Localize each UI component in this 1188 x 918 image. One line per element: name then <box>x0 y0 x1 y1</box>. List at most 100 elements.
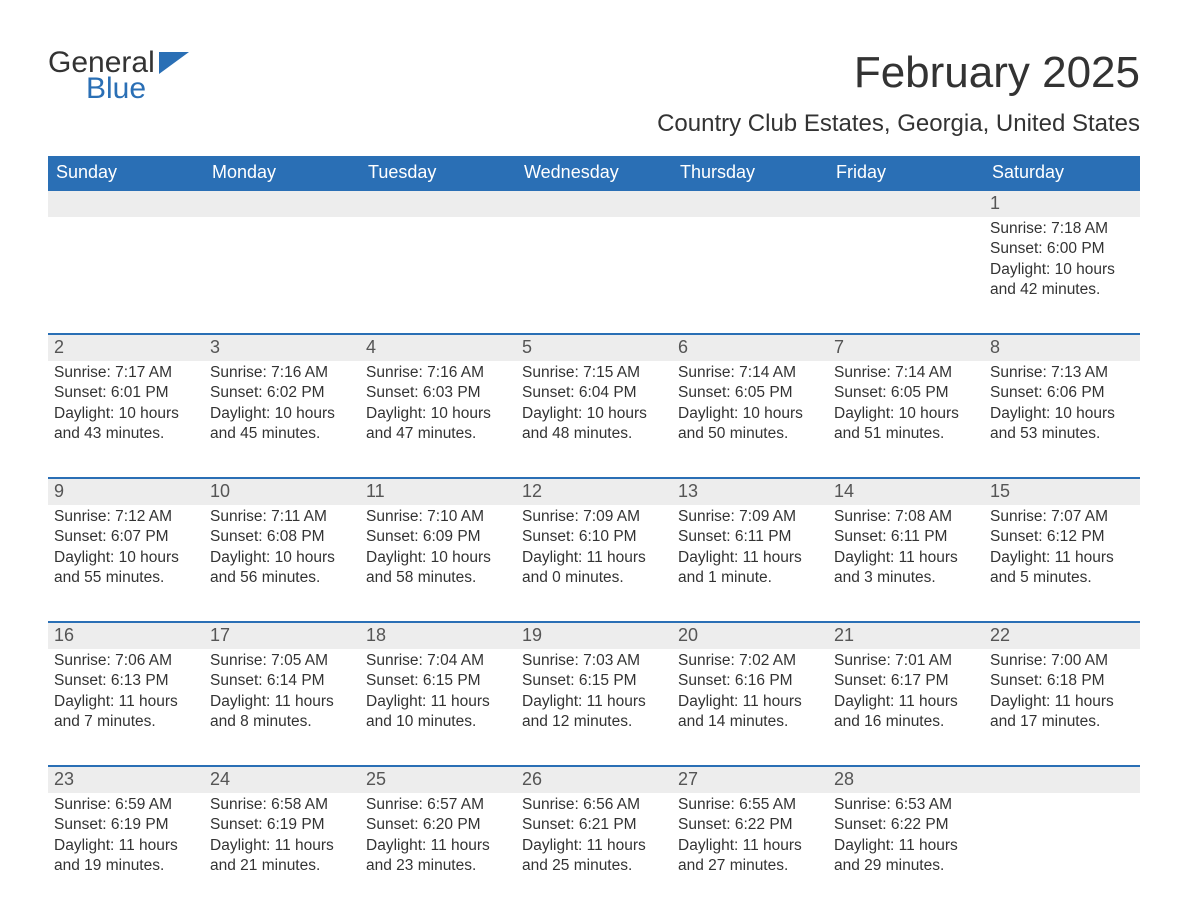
sunset-line: Sunset: 6:20 PM <box>366 815 510 835</box>
daylight-line: Daylight: 11 hours and 0 minutes. <box>522 548 666 589</box>
sunrise-line: Sunrise: 6:56 AM <box>522 795 666 815</box>
sunset-line: Sunset: 6:14 PM <box>210 671 354 691</box>
day-number: 3 <box>204 335 360 361</box>
sunrise-line: Sunrise: 6:53 AM <box>834 795 978 815</box>
calendar: SundayMondayTuesdayWednesdayThursdayFrid… <box>48 156 1140 891</box>
day-number: 18 <box>360 623 516 649</box>
week-spacer <box>48 603 1140 621</box>
day-number <box>984 767 1140 793</box>
day-number: 12 <box>516 479 672 505</box>
day-number-row: 16171819202122 <box>48 621 1140 649</box>
day-number: 4 <box>360 335 516 361</box>
sunset-line: Sunset: 6:19 PM <box>210 815 354 835</box>
day-body-row: Sunrise: 7:12 AMSunset: 6:07 PMDaylight:… <box>48 505 1140 603</box>
sunrise-line: Sunrise: 7:14 AM <box>678 363 822 383</box>
daylight-line: Daylight: 11 hours and 10 minutes. <box>366 692 510 733</box>
week-spacer <box>48 459 1140 477</box>
sunset-line: Sunset: 6:11 PM <box>834 527 978 547</box>
day-cell <box>48 217 204 315</box>
daylight-line: Daylight: 10 hours and 51 minutes. <box>834 404 978 445</box>
day-number: 6 <box>672 335 828 361</box>
sunrise-line: Sunrise: 7:11 AM <box>210 507 354 527</box>
sunrise-line: Sunrise: 7:00 AM <box>990 651 1134 671</box>
sunset-line: Sunset: 6:17 PM <box>834 671 978 691</box>
flag-icon <box>159 52 189 74</box>
day-cell: Sunrise: 7:12 AMSunset: 6:07 PMDaylight:… <box>48 505 204 603</box>
day-number <box>672 191 828 217</box>
day-cell: Sunrise: 6:58 AMSunset: 6:19 PMDaylight:… <box>204 793 360 891</box>
logo-blue: Blue <box>86 74 155 104</box>
day-cell <box>516 217 672 315</box>
day-number-row: 232425262728 <box>48 765 1140 793</box>
sunset-line: Sunset: 6:22 PM <box>678 815 822 835</box>
day-cell: Sunrise: 7:09 AMSunset: 6:10 PMDaylight:… <box>516 505 672 603</box>
page-subtitle: Country Club Estates, Georgia, United St… <box>48 110 1140 138</box>
sunset-line: Sunset: 6:13 PM <box>54 671 198 691</box>
daylight-line: Daylight: 11 hours and 27 minutes. <box>678 836 822 877</box>
day-cell: Sunrise: 7:04 AMSunset: 6:15 PMDaylight:… <box>360 649 516 747</box>
day-cell: Sunrise: 7:01 AMSunset: 6:17 PMDaylight:… <box>828 649 984 747</box>
day-number <box>828 191 984 217</box>
day-number-row: 9101112131415 <box>48 477 1140 505</box>
daylight-line: Daylight: 11 hours and 1 minute. <box>678 548 822 589</box>
day-cell: Sunrise: 7:08 AMSunset: 6:11 PMDaylight:… <box>828 505 984 603</box>
day-cell: Sunrise: 7:03 AMSunset: 6:15 PMDaylight:… <box>516 649 672 747</box>
sunrise-line: Sunrise: 7:07 AM <box>990 507 1134 527</box>
day-cell: Sunrise: 7:07 AMSunset: 6:12 PMDaylight:… <box>984 505 1140 603</box>
daylight-line: Daylight: 11 hours and 7 minutes. <box>54 692 198 733</box>
day-cell <box>360 217 516 315</box>
sunrise-line: Sunrise: 7:12 AM <box>54 507 198 527</box>
day-cell: Sunrise: 7:17 AMSunset: 6:01 PMDaylight:… <box>48 361 204 459</box>
day-cell: Sunrise: 7:10 AMSunset: 6:09 PMDaylight:… <box>360 505 516 603</box>
daylight-line: Daylight: 10 hours and 43 minutes. <box>54 404 198 445</box>
day-number: 17 <box>204 623 360 649</box>
sunrise-line: Sunrise: 7:09 AM <box>522 507 666 527</box>
logo: General Blue <box>48 48 189 104</box>
day-number <box>516 191 672 217</box>
day-number: 19 <box>516 623 672 649</box>
day-number: 23 <box>48 767 204 793</box>
sunrise-line: Sunrise: 7:15 AM <box>522 363 666 383</box>
sunset-line: Sunset: 6:16 PM <box>678 671 822 691</box>
day-body-row: Sunrise: 7:18 AMSunset: 6:00 PMDaylight:… <box>48 217 1140 315</box>
sunset-line: Sunset: 6:21 PM <box>522 815 666 835</box>
day-cell: Sunrise: 7:02 AMSunset: 6:16 PMDaylight:… <box>672 649 828 747</box>
daylight-line: Daylight: 11 hours and 5 minutes. <box>990 548 1134 589</box>
day-number: 25 <box>360 767 516 793</box>
sunset-line: Sunset: 6:00 PM <box>990 239 1134 259</box>
sunrise-line: Sunrise: 7:18 AM <box>990 219 1134 239</box>
header: General Blue February 2025 <box>48 48 1140 104</box>
daylight-line: Daylight: 11 hours and 19 minutes. <box>54 836 198 877</box>
sunrise-line: Sunrise: 7:17 AM <box>54 363 198 383</box>
weekday-header: Sunday <box>48 156 204 191</box>
sunset-line: Sunset: 6:19 PM <box>54 815 198 835</box>
week-spacer <box>48 747 1140 765</box>
day-cell <box>672 217 828 315</box>
day-number: 11 <box>360 479 516 505</box>
day-number <box>48 191 204 217</box>
weekday-header: Thursday <box>672 156 828 191</box>
weekday-header: Monday <box>204 156 360 191</box>
day-cell: Sunrise: 7:06 AMSunset: 6:13 PMDaylight:… <box>48 649 204 747</box>
sunset-line: Sunset: 6:18 PM <box>990 671 1134 691</box>
day-number: 16 <box>48 623 204 649</box>
daylight-line: Daylight: 10 hours and 45 minutes. <box>210 404 354 445</box>
day-body-row: Sunrise: 7:17 AMSunset: 6:01 PMDaylight:… <box>48 361 1140 459</box>
day-number: 1 <box>984 191 1140 217</box>
sunrise-line: Sunrise: 7:03 AM <box>522 651 666 671</box>
day-number: 2 <box>48 335 204 361</box>
daylight-line: Daylight: 11 hours and 3 minutes. <box>834 548 978 589</box>
daylight-line: Daylight: 11 hours and 14 minutes. <box>678 692 822 733</box>
day-number: 10 <box>204 479 360 505</box>
sunrise-line: Sunrise: 7:08 AM <box>834 507 978 527</box>
day-number: 26 <box>516 767 672 793</box>
sunrise-line: Sunrise: 6:59 AM <box>54 795 198 815</box>
sunrise-line: Sunrise: 6:58 AM <box>210 795 354 815</box>
sunrise-line: Sunrise: 7:10 AM <box>366 507 510 527</box>
sunset-line: Sunset: 6:05 PM <box>834 383 978 403</box>
sunset-line: Sunset: 6:06 PM <box>990 383 1134 403</box>
sunset-line: Sunset: 6:08 PM <box>210 527 354 547</box>
day-cell: Sunrise: 7:13 AMSunset: 6:06 PMDaylight:… <box>984 361 1140 459</box>
day-cell: Sunrise: 7:00 AMSunset: 6:18 PMDaylight:… <box>984 649 1140 747</box>
day-cell: Sunrise: 6:57 AMSunset: 6:20 PMDaylight:… <box>360 793 516 891</box>
